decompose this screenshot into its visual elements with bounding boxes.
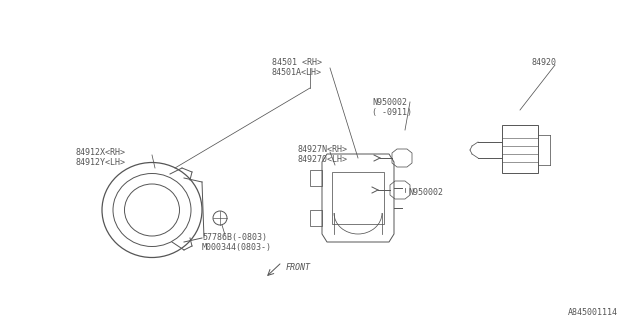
Text: 84912X<RH>
84912Y<LH>: 84912X<RH> 84912Y<LH> xyxy=(75,148,125,167)
Text: N950002
( -0911): N950002 ( -0911) xyxy=(372,98,412,117)
Bar xyxy=(502,125,538,173)
Text: 84920: 84920 xyxy=(532,58,557,67)
Text: 84501 <RH>
84501A<LH>: 84501 <RH> 84501A<LH> xyxy=(272,58,322,77)
Text: N950002: N950002 xyxy=(408,188,443,197)
Text: FRONT: FRONT xyxy=(286,263,311,272)
Text: A845001114: A845001114 xyxy=(568,308,618,317)
Text: 57786B(-0803)
M000344(0803-): 57786B(-0803) M000344(0803-) xyxy=(202,233,272,252)
Text: 84927N<RH>
849270<LH>: 84927N<RH> 849270<LH> xyxy=(297,145,347,164)
